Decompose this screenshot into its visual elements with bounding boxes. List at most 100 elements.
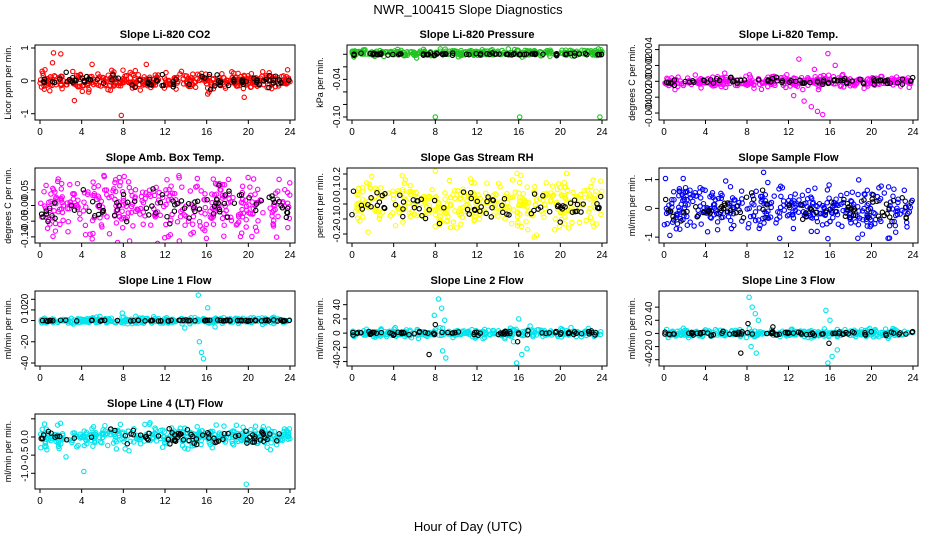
data-point-cyan — [268, 439, 274, 446]
data-point-magenta — [210, 221, 217, 227]
data-point-yellow — [562, 194, 568, 200]
data-point-black — [571, 50, 578, 56]
data-point-black — [436, 220, 443, 227]
data-point-blue — [835, 221, 842, 227]
data-point-yellow — [549, 193, 556, 199]
data-point-black — [220, 436, 226, 443]
data-point-black — [112, 427, 118, 434]
outlier-point-cyan — [435, 296, 442, 302]
data-point-blue — [700, 200, 707, 207]
data-point-blue — [895, 199, 901, 206]
data-point-magenta — [221, 182, 228, 188]
data-point-black — [166, 426, 172, 432]
data-point-cyan — [90, 443, 96, 449]
data-point-yellow — [447, 224, 454, 231]
data-point-black — [449, 330, 455, 336]
data-point-yellow — [369, 196, 376, 202]
y-tick-label: 0.2 — [332, 167, 343, 181]
data-point-black — [177, 317, 183, 324]
data-point-red — [39, 68, 45, 75]
x-tick-label: 16 — [824, 127, 836, 138]
x-tick-label: 8 — [433, 373, 439, 384]
data-point-blue — [738, 188, 745, 194]
outlier-point-magenta — [811, 66, 818, 73]
data-point-yellow — [453, 225, 460, 231]
data-point-black — [279, 318, 286, 324]
panel-title: Slope Line 3 Flow — [742, 275, 835, 287]
data-point-black — [243, 428, 249, 434]
y-tick-label: -40 — [644, 352, 655, 367]
data-point-cyan — [153, 438, 160, 444]
data-point-cyan — [194, 424, 200, 430]
data-point-yellow — [532, 202, 539, 209]
data-point-yellow — [504, 190, 510, 197]
data-point-magenta — [286, 215, 293, 222]
data-point-black — [743, 194, 750, 200]
x-tick-label: 8 — [121, 373, 127, 384]
data-point-black — [397, 192, 403, 198]
data-point-yellow — [581, 194, 588, 201]
data-point-magenta — [276, 176, 282, 183]
data-point-black — [284, 209, 290, 216]
data-point-magenta — [282, 186, 288, 193]
data-point-black — [886, 206, 892, 213]
data-point-black — [87, 77, 94, 83]
figure-x-label: Hour of Day (UTC) — [414, 519, 522, 534]
data-point-black — [400, 199, 407, 205]
data-point-yellow — [562, 221, 568, 227]
data-point-black — [716, 77, 723, 84]
data-point-yellow — [563, 170, 570, 177]
data-point-yellow — [355, 185, 362, 192]
x-tick-label: 20 — [555, 127, 567, 138]
data-point-black — [499, 209, 506, 216]
data-point-black — [400, 206, 406, 212]
data-point-magenta — [74, 180, 81, 187]
data-point-cyan — [83, 437, 89, 444]
data-point-black — [204, 429, 211, 436]
data-point-cyan — [240, 424, 246, 431]
data-point-red — [284, 67, 291, 73]
data-point-red — [182, 72, 188, 79]
data-point-black — [184, 426, 191, 433]
data-point-black — [358, 329, 364, 336]
data-point-black — [684, 208, 690, 215]
data-point-blue — [753, 188, 759, 195]
data-point-cyan — [216, 431, 223, 438]
data-point-black — [40, 78, 47, 85]
data-point-cyan — [285, 433, 292, 440]
data-point-cyan — [113, 438, 120, 445]
data-point-yellow — [510, 207, 517, 213]
data-point-magenta — [272, 202, 278, 209]
data-point-blue — [746, 220, 752, 227]
y-tick-label: -40 — [20, 355, 31, 370]
x-tick-label: 0 — [37, 373, 43, 384]
data-point-black — [687, 79, 693, 85]
data-point-black — [225, 430, 231, 437]
data-point-blue — [859, 231, 866, 237]
data-point-magenta — [50, 233, 56, 240]
data-point-black — [202, 317, 209, 324]
panel-frame — [34, 413, 296, 490]
panel-title: Slope Sample Flow — [738, 152, 839, 164]
data-point-magenta — [101, 172, 107, 179]
data-point-cyan — [286, 426, 293, 432]
data-point-yellow — [467, 176, 474, 182]
y-tick-label: -1 — [20, 109, 31, 118]
data-point-red — [127, 69, 133, 76]
data-point-black — [381, 205, 388, 212]
outlier-point-red — [143, 61, 150, 68]
data-point-magenta — [218, 187, 224, 193]
data-point-magenta — [46, 242, 49, 243]
data-point-black — [416, 206, 422, 212]
data-point-blue — [855, 235, 861, 242]
data-point-black — [46, 205, 53, 211]
data-point-black — [431, 331, 438, 338]
data-point-blue — [901, 187, 908, 194]
data-point-blue — [752, 209, 759, 215]
data-point-blue — [673, 226, 680, 232]
data-point-black — [89, 317, 95, 323]
data-point-black — [216, 209, 223, 215]
data-point-blue — [690, 198, 696, 205]
data-point-blue — [778, 193, 784, 200]
data-point-black — [717, 205, 723, 212]
